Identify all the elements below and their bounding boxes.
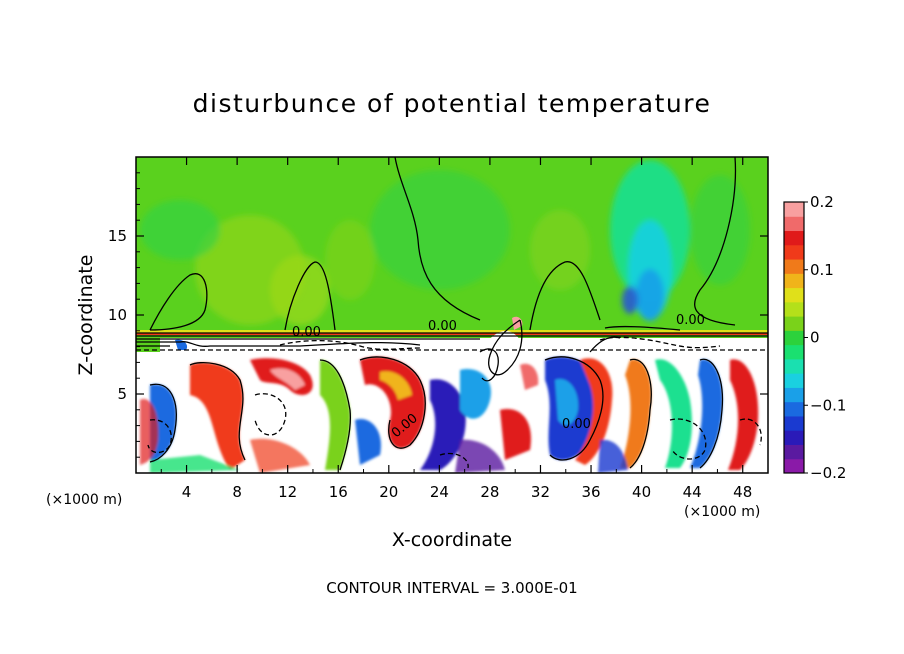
y-axis-label: Z-coordinate — [75, 255, 97, 376]
y-tick-label: 10 — [108, 306, 127, 324]
colorbar-swatch — [784, 344, 804, 360]
colorbar-swatch — [784, 259, 804, 274]
contour-lines — [136, 157, 768, 471]
contour-interval-note: CONTOUR INTERVAL = 3.000E-01 — [326, 579, 577, 597]
colorbar-swatch — [784, 316, 804, 331]
colorbar-swatch — [784, 458, 804, 474]
colorbar-tick-label: −0.2 — [810, 464, 846, 482]
colorbar-swatch — [784, 287, 804, 303]
x-tick-label: 20 — [379, 483, 398, 501]
x-tick-label: 4 — [182, 483, 192, 501]
colorbar-swatch — [784, 358, 804, 374]
colorbar-swatch — [784, 387, 804, 403]
y-axis-ticks: 5 10 15 — [108, 172, 768, 458]
colorbar-tick-label: 0 — [810, 329, 820, 347]
x-unit-left: (×1000 m) — [46, 492, 122, 508]
colorbar-swatch — [784, 330, 804, 346]
x-unit-right: (×1000 m) — [684, 504, 760, 520]
contour-label-2: 0.00 — [428, 319, 457, 334]
colorbar-swatch — [784, 230, 804, 246]
x-tick-label: 48 — [733, 483, 752, 501]
lower-field-shading — [140, 356, 759, 473]
y-tick-label: 15 — [108, 227, 127, 245]
colorbar-swatch — [784, 301, 804, 317]
x-tick-label: 16 — [329, 483, 348, 501]
x-tick-label: 8 — [232, 483, 242, 501]
colorbar-swatch — [784, 444, 804, 460]
colorbar-tick-label: 0.2 — [810, 193, 834, 211]
colorbar-swatch — [784, 401, 804, 417]
x-tick-label: 44 — [683, 483, 702, 501]
x-tick-label: 32 — [531, 483, 550, 501]
colorbar — [784, 202, 804, 474]
colorbar-swatch — [784, 373, 804, 388]
heatmap-field: 0.00 0.00 0.00 0.00 0.00 — [136, 157, 768, 473]
x-axis-ticks: 4 8 12 16 20 24 28 32 36 40 44 48 — [160, 157, 752, 501]
colorbar-swatch — [784, 244, 804, 260]
x-axis-label: X-coordinate — [392, 529, 512, 551]
colorbar-tick-label: 0.1 — [810, 261, 834, 279]
x-tick-label: 36 — [581, 483, 600, 501]
colorbar-tick-label: −0.1 — [810, 396, 846, 414]
chart-title: disturbunce of potential temperature — [193, 89, 712, 118]
colorbar-swatch — [784, 216, 804, 232]
upper-field-shading — [140, 160, 750, 325]
y-tick-label: 5 — [117, 385, 127, 403]
colorbar-swatch — [784, 415, 804, 431]
x-tick-label: 24 — [430, 483, 449, 501]
x-tick-label: 40 — [632, 483, 651, 501]
contour-label-3: 0.00 — [676, 313, 705, 328]
colorbar-swatch — [784, 430, 804, 445]
contour-label-1: 0.00 — [292, 325, 321, 340]
x-tick-label: 12 — [278, 483, 297, 501]
contour-label-4: 0.00 — [562, 417, 591, 432]
x-tick-label: 28 — [480, 483, 499, 501]
colorbar-ticks: 0.2 0.1 0 −0.1 −0.2 — [804, 193, 846, 482]
colorbar-swatch — [784, 273, 804, 289]
colorbar-swatch — [784, 202, 804, 217]
